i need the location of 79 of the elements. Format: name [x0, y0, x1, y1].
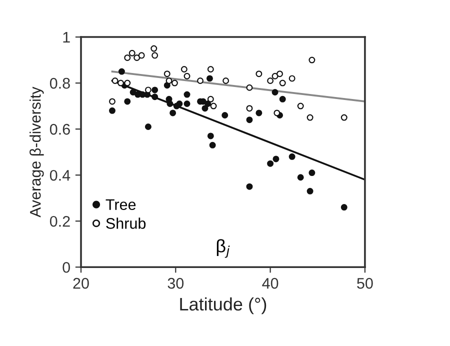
y-tick-label: 0.2: [50, 216, 70, 227]
point: [134, 54, 140, 61]
point: [246, 84, 253, 91]
point: [246, 116, 253, 124]
point: [152, 86, 158, 94]
point: [246, 183, 253, 190]
x-tick-label: 20: [73, 278, 89, 289]
point: [118, 68, 125, 75]
annotation: β$_{j}$: [216, 239, 230, 258]
x-tick-label: 40: [262, 278, 278, 289]
point: [118, 80, 124, 86]
point: [184, 72, 190, 80]
point: [222, 112, 228, 118]
y-tick-label: 0: [62, 262, 70, 273]
point: [308, 170, 316, 176]
y-tick-label: 0.6: [50, 124, 70, 135]
point: [210, 102, 217, 110]
point: [272, 89, 278, 96]
legend-label: Tree: [106, 199, 136, 210]
point: [164, 70, 170, 78]
point: [184, 100, 190, 107]
point: [306, 114, 314, 121]
point: [152, 94, 158, 100]
point: [144, 86, 152, 94]
point: [274, 110, 280, 116]
point: [124, 98, 131, 105]
point: [288, 153, 296, 160]
x-tick-label: 30: [168, 278, 184, 289]
point: [170, 110, 176, 116]
point: [202, 105, 208, 112]
point: [267, 160, 274, 167]
legend-label: Shrub: [106, 218, 146, 229]
point: [308, 56, 316, 64]
point: [207, 132, 214, 140]
point: [276, 70, 284, 78]
point: [166, 100, 174, 107]
point: [207, 66, 214, 72]
point: [267, 77, 274, 84]
point: [209, 142, 216, 148]
point: [124, 54, 131, 61]
point: [206, 75, 213, 82]
point: [171, 80, 178, 86]
point: [297, 174, 304, 181]
point: [128, 50, 136, 56]
point: [256, 70, 262, 78]
point: [108, 98, 116, 105]
point: [340, 114, 348, 121]
point: [207, 96, 214, 102]
point: [138, 52, 145, 59]
point: [130, 89, 136, 96]
point: [279, 80, 286, 86]
x-axis-title: Latitude (°): [180, 297, 266, 314]
point: [197, 77, 204, 84]
point: [306, 188, 314, 194]
point: [144, 124, 152, 130]
point: [204, 100, 212, 107]
point: [222, 77, 230, 84]
point: [112, 77, 118, 84]
point: [152, 52, 158, 59]
point: [272, 72, 278, 80]
point: [340, 204, 348, 211]
point: [288, 75, 296, 82]
y-axis-title: Average β-diversity: [30, 86, 44, 218]
point: [150, 45, 158, 52]
y-tick-label: 1: [63, 32, 70, 43]
point: [124, 80, 131, 86]
point: [297, 102, 304, 110]
point: [279, 96, 286, 102]
point: [256, 110, 262, 116]
point: [246, 105, 253, 112]
point: [184, 91, 190, 98]
y-tick-label: 0.8: [50, 78, 70, 89]
point: [166, 77, 172, 84]
x-tick-label: 50: [357, 278, 373, 289]
point: [108, 107, 116, 114]
point: [272, 156, 280, 162]
point: [176, 100, 183, 107]
point: [180, 66, 188, 72]
y-tick-label: 0.4: [50, 170, 70, 181]
